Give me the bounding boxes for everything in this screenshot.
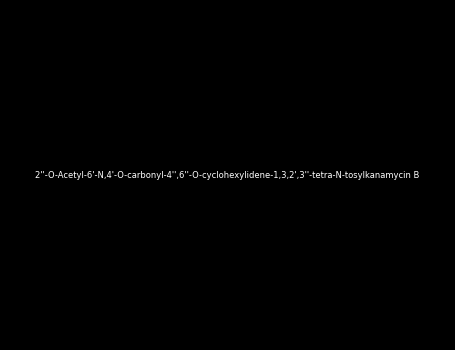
Text: 2''-O-Acetyl-6'-N,4'-O-carbonyl-4'',6''-O-cyclohexylidene-1,3,2',3''-tetra-N-tos: 2''-O-Acetyl-6'-N,4'-O-carbonyl-4'',6''-… — [35, 170, 420, 180]
